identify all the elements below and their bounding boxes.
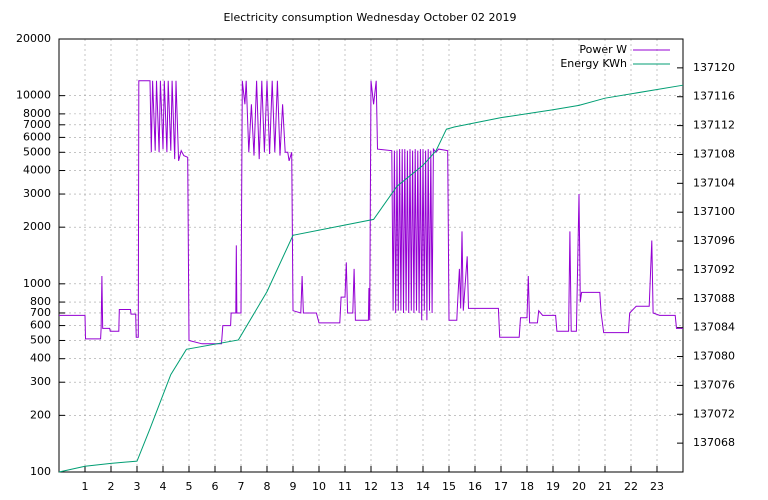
- x-tick-label: 17: [494, 480, 508, 493]
- x-tick-label: 1: [82, 480, 89, 493]
- x-tick-label: 2: [108, 480, 115, 493]
- legend-label: Power W: [579, 43, 627, 56]
- y-tick-label: 700: [30, 306, 51, 319]
- chart-title: Electricity consumption Wednesday Octobe…: [223, 11, 516, 24]
- y2-tick-label: 137096: [693, 234, 735, 247]
- y2-tick-label: 137092: [693, 263, 735, 276]
- y-tick-label: 800: [30, 295, 51, 308]
- x-tick-label: 4: [160, 480, 167, 493]
- y-tick-label: 400: [30, 352, 51, 365]
- x-tick-label: 22: [624, 480, 638, 493]
- y2-tick-label: 137108: [693, 147, 735, 160]
- y2-tick-label: 137100: [693, 205, 735, 218]
- y-tick-label: 20000: [16, 32, 51, 45]
- x-tick-label: 14: [416, 480, 430, 493]
- y-tick-label: 300: [30, 375, 51, 388]
- x-tick-label: 8: [264, 480, 271, 493]
- x-tick-label: 5: [186, 480, 193, 493]
- y2-tick-label: 137088: [693, 292, 735, 305]
- x-tick-label: 16: [468, 480, 482, 493]
- legend-label: Energy KWh: [560, 57, 627, 70]
- x-tick-label: 23: [650, 480, 664, 493]
- x-tick-label: 19: [546, 480, 560, 493]
- x-tick-label: 13: [390, 480, 404, 493]
- y2-tick-label: 137112: [693, 119, 735, 132]
- data-line: [59, 80, 683, 345]
- y2-tick-label: 137076: [693, 378, 735, 391]
- y-tick-label: 8000: [23, 107, 51, 120]
- y-tick-label: 2000: [23, 220, 51, 233]
- y-tick-label: 100: [30, 465, 51, 478]
- plot-border: [58, 38, 684, 473]
- y2-tick-label: 137072: [693, 407, 735, 420]
- x-tick-label: 10: [312, 480, 326, 493]
- y-tick-label: 4000: [23, 164, 51, 177]
- y-tick-label: 600: [30, 319, 51, 332]
- y-tick-label: 3000: [23, 187, 51, 200]
- x-tick-label: 12: [364, 480, 378, 493]
- y2-tick-label: 137120: [693, 61, 735, 74]
- x-tick-label: 6: [212, 480, 219, 493]
- y-tick-label: 1000: [23, 277, 51, 290]
- x-tick-label: 3: [134, 480, 141, 493]
- y-tick-label: 500: [30, 333, 51, 346]
- y2-tick-label: 137104: [693, 176, 735, 189]
- y-tick-label: 200: [30, 408, 51, 421]
- y2-tick-label: 137084: [693, 321, 735, 334]
- y-tick-label: 10000: [16, 89, 51, 102]
- y-tick-label: 5000: [23, 145, 51, 158]
- x-tick-label: 9: [290, 480, 297, 493]
- x-tick-label: 11: [338, 480, 352, 493]
- x-tick-label: 7: [238, 480, 245, 493]
- y2-tick-label: 137068: [693, 436, 735, 449]
- x-tick-label: 18: [520, 480, 534, 493]
- y-tick-label: 7000: [23, 118, 51, 131]
- y2-tick-label: 137080: [693, 350, 735, 363]
- x-tick-label: 15: [442, 480, 456, 493]
- x-tick-label: 21: [598, 480, 612, 493]
- x-tick-label: 20: [572, 480, 586, 493]
- data-line: [58, 84, 684, 473]
- y2-tick-label: 137116: [693, 90, 735, 103]
- y-tick-label: 6000: [23, 130, 51, 143]
